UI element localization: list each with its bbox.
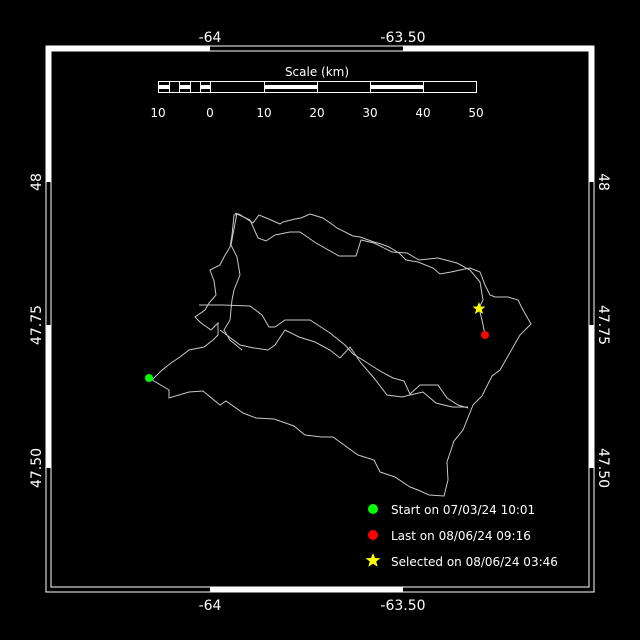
scale-label: 0: [206, 106, 214, 120]
y-tick-left: 47.50: [29, 448, 45, 488]
last-legend-icon: [368, 530, 378, 540]
track-segment: [148, 213, 532, 497]
y-tick-left: 47.75: [29, 305, 45, 345]
last-legend-label: Last on 08/06/24 09:16: [391, 529, 531, 543]
x-tick-bottom: -63.50: [380, 598, 425, 614]
x-tick-top: -64: [199, 30, 222, 46]
legend: Start on 07/03/24 10:01 Last on 08/06/24…: [365, 503, 558, 569]
track-segment: [234, 212, 486, 336]
scale-label: 10: [150, 106, 165, 120]
track-segment: [223, 212, 243, 351]
start-legend-label: Start on 07/03/24 10:01: [391, 503, 535, 517]
star-icon: [365, 553, 381, 567]
x-tick-bottom: -64: [199, 598, 222, 614]
track-segment: [199, 304, 469, 409]
x-tick-top: -63.50: [380, 30, 425, 46]
scale-label: 50: [468, 106, 483, 120]
y-tick-right: 47.75: [595, 305, 611, 345]
start-legend-icon: [368, 504, 378, 514]
scale-label: 40: [415, 106, 430, 120]
scale-bar: Scale (km) 10 0 10 20 30 40 50: [150, 65, 483, 120]
drift-track: [148, 212, 532, 497]
selected-star-marker[interactable]: [472, 302, 486, 314]
map-frame: [45, 45, 595, 593]
y-tick-left: 48: [29, 173, 45, 191]
last-marker[interactable]: [481, 331, 489, 339]
track-segment: [219, 329, 468, 408]
scale-label: 20: [309, 106, 324, 120]
start-marker[interactable]: [145, 374, 153, 382]
scale-title: Scale (km): [285, 65, 349, 79]
scale-label: 10: [256, 106, 271, 120]
scale-label: 30: [362, 106, 377, 120]
y-tick-right: 48: [595, 173, 611, 191]
selected-legend-label: Selected on 08/06/24 03:46: [391, 555, 558, 569]
y-tick-right: 47.50: [595, 448, 611, 488]
